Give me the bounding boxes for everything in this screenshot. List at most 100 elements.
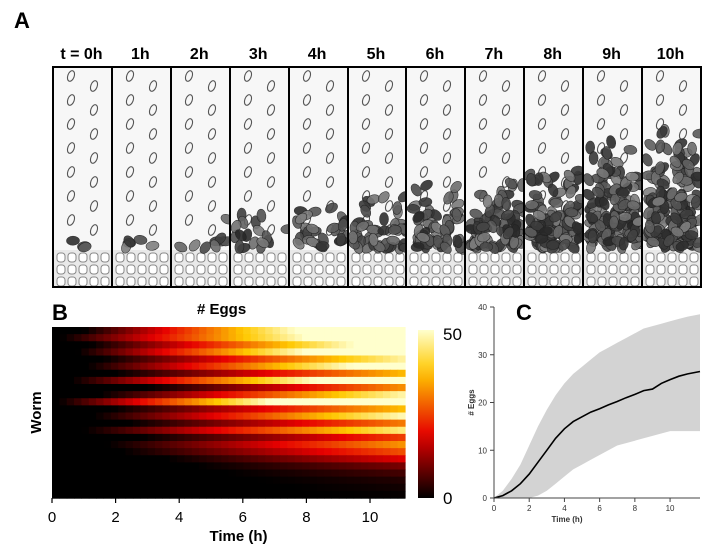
heatmap-cell <box>272 462 281 471</box>
heatmap-cell <box>206 341 215 349</box>
heatmap-cell <box>294 341 303 349</box>
timelapse-frame <box>523 66 585 288</box>
heatmap-cell <box>206 355 215 364</box>
heatmap-cell <box>375 448 384 456</box>
heatmap-cell <box>125 398 134 406</box>
heatmap-cell <box>74 355 83 364</box>
heatmap-cell <box>154 433 163 442</box>
heatmap-cell <box>191 334 200 342</box>
heatmap-cell <box>81 341 90 349</box>
heatmap-cell <box>74 441 83 449</box>
heatmap-cell <box>287 419 296 428</box>
heatmap-cell <box>228 369 237 378</box>
heatmap-cell <box>272 412 281 421</box>
heatmap-cell <box>221 355 230 364</box>
heatmap-cell <box>353 341 362 349</box>
heatmap-cell <box>243 355 252 364</box>
heatmap-cell <box>118 426 127 435</box>
heatmap-cell <box>287 384 296 392</box>
heatmap-cell <box>316 476 325 485</box>
heatmap-cell <box>257 391 266 399</box>
heatmap-cell <box>331 398 340 406</box>
heatmap-cell <box>279 362 288 371</box>
heatmap-cell <box>213 433 222 442</box>
heatmap-cell <box>147 462 156 471</box>
heatmap-cell <box>382 334 391 342</box>
heatmap-cell <box>177 376 185 385</box>
heatmap-cell <box>88 441 97 449</box>
heatmap-cell <box>184 376 193 385</box>
heatmap-cell <box>125 419 134 428</box>
heatmap-cell <box>243 405 252 414</box>
heatmap-cell <box>368 376 377 385</box>
heatmap-cell <box>235 384 244 392</box>
heatmap-cell <box>206 426 215 435</box>
heatmap-cell <box>221 426 230 435</box>
heatmap-cell <box>184 341 193 349</box>
heatmap-cell <box>213 483 222 492</box>
heatmap-cell <box>324 412 333 421</box>
heatmap-cell <box>118 398 127 406</box>
heatmap-cell <box>206 419 215 428</box>
heatmap-cell <box>52 462 60 471</box>
heatmap-cell <box>287 398 296 406</box>
heatmap-cell <box>184 441 193 449</box>
heatmap-cell <box>235 398 244 406</box>
heatmap-cell <box>59 362 68 371</box>
heatmap-cell <box>338 327 347 335</box>
heatmap-cell <box>74 455 83 463</box>
heatmap-cell <box>81 398 90 406</box>
heatmap-cell <box>52 490 60 499</box>
heatmap-cell <box>74 490 83 499</box>
heatmap-cell <box>294 398 303 406</box>
heatmap-cell <box>331 476 340 485</box>
heatmap-cell <box>243 490 252 499</box>
heatmap-cell <box>118 348 127 357</box>
heatmap-cell <box>287 469 296 478</box>
heatmap-cell <box>257 334 266 342</box>
heatmap-cell <box>243 433 252 442</box>
heatmap-cell <box>81 362 90 371</box>
heatmap-cell <box>272 362 281 371</box>
heatmap-cell <box>375 412 384 421</box>
heatmap-cell <box>154 448 163 456</box>
heatmap-cell <box>199 441 208 449</box>
heatmap-cell <box>88 483 97 492</box>
heatmap-cell <box>169 391 178 399</box>
heatmap-cell <box>346 391 355 399</box>
heatmap-cell <box>382 341 391 349</box>
heatmap-cell <box>59 376 68 385</box>
heatmap-cell <box>353 412 362 421</box>
heatmap-cell <box>125 455 134 463</box>
heatmap-cell <box>294 426 303 435</box>
heatmap-cell <box>162 462 171 471</box>
heatmap-cell <box>169 455 178 463</box>
heatmap-cell <box>96 426 105 435</box>
heatmap-cell <box>110 455 119 463</box>
heatmap-cell <box>132 462 141 471</box>
heatmap-cell <box>140 455 149 463</box>
heatmap-cell <box>390 426 399 435</box>
heatmap-cell <box>74 376 83 385</box>
heatmap-cell <box>162 405 171 414</box>
line-y-tick-label: 0 <box>483 494 488 503</box>
heatmap-cell <box>324 419 333 428</box>
heatmap-cell <box>353 334 362 342</box>
heatmap-cell <box>302 327 310 335</box>
line-x-label: Time (h) <box>552 515 583 524</box>
heatmap-cell <box>235 355 244 364</box>
heatmap-cell <box>272 448 281 456</box>
heatmap-cell <box>287 405 296 414</box>
heatmap-cell <box>191 455 200 463</box>
heatmap-cell <box>169 384 178 392</box>
heatmap-cell <box>287 327 296 335</box>
heatmap-cell <box>184 455 193 463</box>
heatmap-cell <box>206 490 215 499</box>
heatmap-cell <box>243 384 252 392</box>
heatmap-cell <box>250 462 259 471</box>
heatmap-cell <box>147 327 156 335</box>
heatmap-cell <box>353 476 362 485</box>
heatmap-cell <box>346 448 355 456</box>
heatmap-cell <box>213 455 222 463</box>
heatmap-cell <box>110 490 119 499</box>
